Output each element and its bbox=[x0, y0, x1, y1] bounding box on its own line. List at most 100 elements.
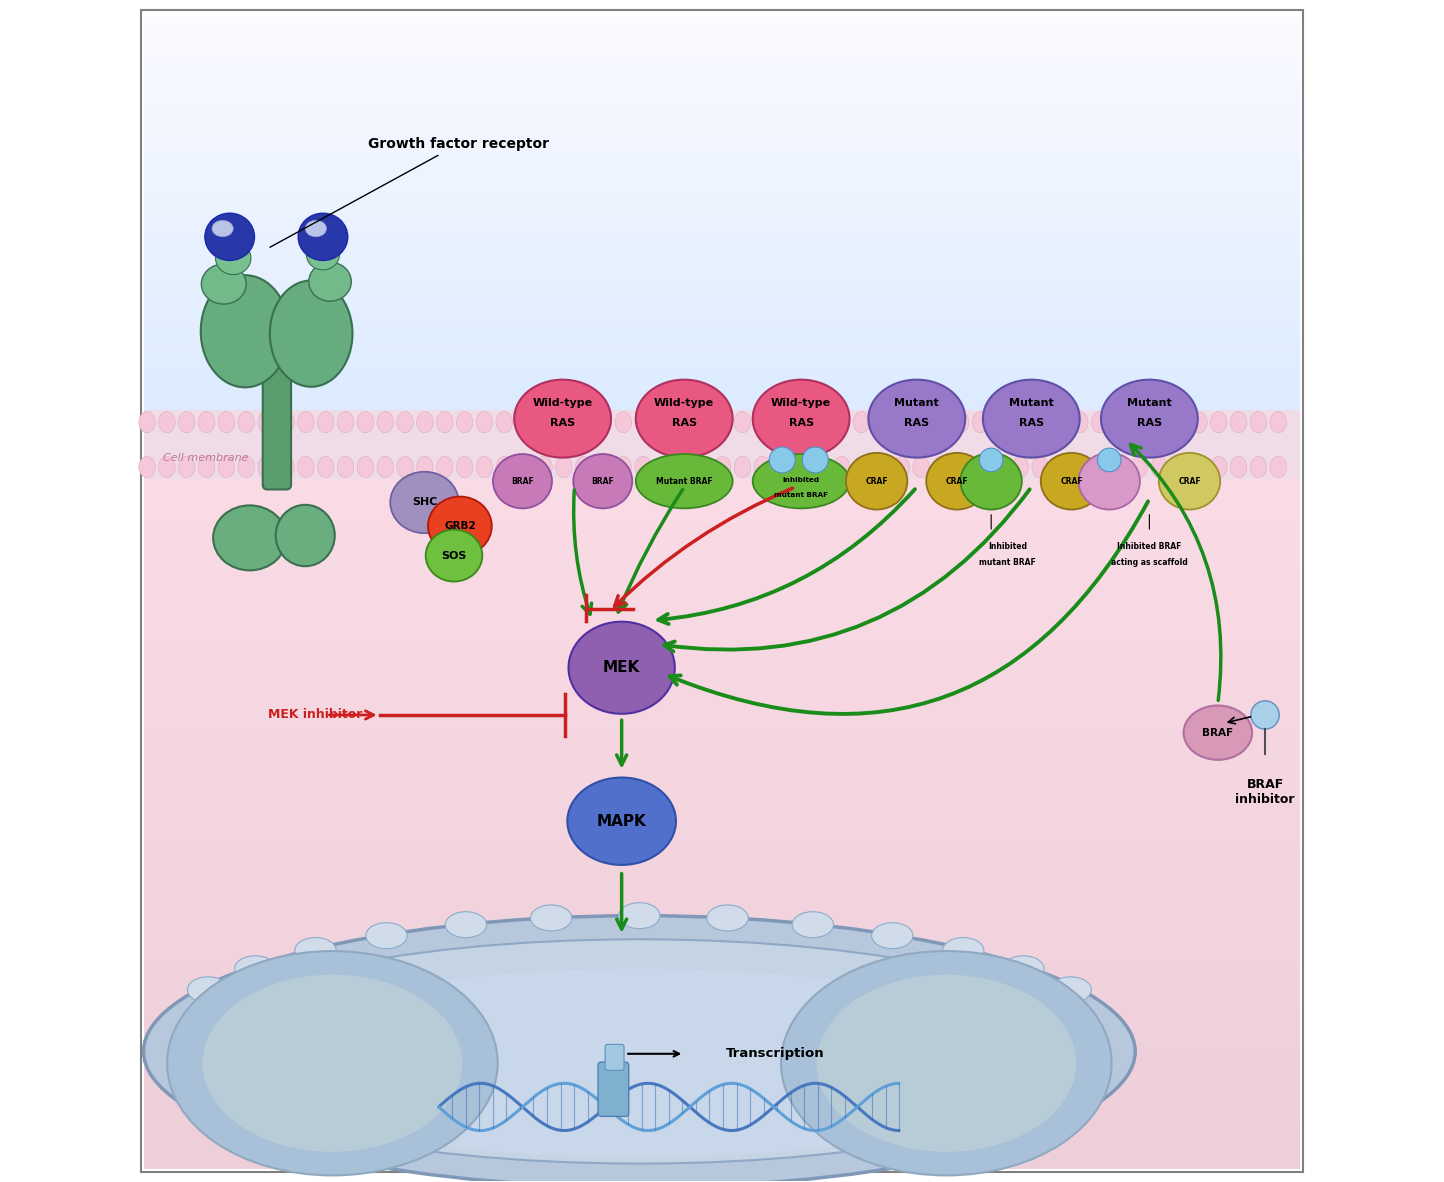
Ellipse shape bbox=[297, 456, 315, 478]
Ellipse shape bbox=[417, 456, 433, 478]
Ellipse shape bbox=[734, 411, 751, 433]
Text: Wild-type: Wild-type bbox=[654, 398, 715, 408]
Bar bbox=[143, 164, 1301, 175]
Text: CRAF: CRAF bbox=[1178, 476, 1201, 486]
Ellipse shape bbox=[456, 456, 472, 478]
Bar bbox=[143, 272, 1301, 282]
Ellipse shape bbox=[456, 411, 472, 433]
Bar bbox=[143, 708, 1301, 732]
Bar bbox=[143, 311, 1301, 323]
Ellipse shape bbox=[258, 411, 274, 433]
Ellipse shape bbox=[595, 411, 612, 433]
Bar bbox=[143, 1145, 1301, 1169]
Ellipse shape bbox=[979, 448, 1004, 472]
Bar bbox=[143, 1122, 1301, 1147]
Text: Mutant: Mutant bbox=[1009, 398, 1054, 408]
Ellipse shape bbox=[618, 903, 660, 929]
Ellipse shape bbox=[752, 454, 849, 508]
Ellipse shape bbox=[297, 213, 348, 260]
Bar bbox=[143, 301, 1301, 312]
Ellipse shape bbox=[445, 911, 487, 937]
Ellipse shape bbox=[1171, 411, 1187, 433]
Ellipse shape bbox=[695, 411, 710, 433]
Text: Wild-type: Wild-type bbox=[771, 398, 832, 408]
Bar bbox=[143, 223, 1301, 234]
Ellipse shape bbox=[654, 456, 671, 478]
Text: CRAF: CRAF bbox=[1060, 476, 1083, 486]
Bar bbox=[143, 253, 1301, 264]
Ellipse shape bbox=[1012, 456, 1028, 478]
Ellipse shape bbox=[1271, 456, 1287, 478]
Ellipse shape bbox=[143, 916, 1135, 1182]
Ellipse shape bbox=[516, 411, 533, 433]
Bar bbox=[143, 27, 1301, 38]
Bar bbox=[143, 400, 1301, 410]
Ellipse shape bbox=[497, 411, 513, 433]
Bar bbox=[143, 57, 1301, 67]
Text: Cell membrane: Cell membrane bbox=[163, 453, 248, 462]
Ellipse shape bbox=[235, 956, 276, 982]
Bar bbox=[143, 233, 1301, 243]
Bar bbox=[143, 915, 1301, 940]
Ellipse shape bbox=[159, 456, 175, 478]
Text: CRAF: CRAF bbox=[946, 476, 969, 486]
Ellipse shape bbox=[318, 456, 334, 478]
Bar bbox=[143, 478, 1301, 502]
Bar bbox=[143, 262, 1301, 273]
Text: acting as scaffold: acting as scaffold bbox=[1110, 558, 1188, 567]
Ellipse shape bbox=[1251, 701, 1279, 729]
FancyBboxPatch shape bbox=[142, 11, 1302, 1171]
Bar bbox=[143, 213, 1301, 225]
Ellipse shape bbox=[1160, 453, 1220, 509]
Ellipse shape bbox=[295, 937, 336, 963]
Bar bbox=[143, 242, 1301, 254]
Ellipse shape bbox=[536, 411, 552, 433]
Text: mutant BRAF: mutant BRAF bbox=[979, 558, 1037, 567]
Ellipse shape bbox=[833, 411, 851, 433]
Bar bbox=[143, 155, 1301, 165]
Text: Wild-type: Wild-type bbox=[533, 398, 592, 408]
Ellipse shape bbox=[179, 456, 195, 478]
Ellipse shape bbox=[201, 275, 289, 388]
Ellipse shape bbox=[654, 411, 671, 433]
Ellipse shape bbox=[1071, 456, 1089, 478]
Bar bbox=[143, 777, 1301, 801]
Bar bbox=[143, 892, 1301, 916]
Ellipse shape bbox=[198, 456, 215, 478]
Ellipse shape bbox=[953, 411, 969, 433]
Ellipse shape bbox=[1191, 411, 1207, 433]
Bar bbox=[143, 76, 1301, 87]
Ellipse shape bbox=[793, 911, 833, 937]
Ellipse shape bbox=[238, 411, 254, 433]
Ellipse shape bbox=[1131, 456, 1148, 478]
Ellipse shape bbox=[734, 456, 751, 478]
Ellipse shape bbox=[573, 454, 632, 508]
Text: RAS: RAS bbox=[671, 418, 697, 428]
Bar bbox=[143, 662, 1301, 686]
Ellipse shape bbox=[595, 456, 612, 478]
Bar bbox=[143, 184, 1301, 195]
Ellipse shape bbox=[365, 923, 407, 949]
Ellipse shape bbox=[983, 379, 1080, 457]
Bar bbox=[143, 125, 1301, 136]
Ellipse shape bbox=[179, 411, 195, 433]
Bar bbox=[143, 46, 1301, 58]
Ellipse shape bbox=[218, 411, 235, 433]
Bar bbox=[143, 370, 1301, 381]
Ellipse shape bbox=[1151, 411, 1168, 433]
Text: MEK inhibitor: MEK inhibitor bbox=[267, 708, 362, 721]
FancyBboxPatch shape bbox=[263, 350, 292, 489]
Bar bbox=[143, 203, 1301, 214]
Bar bbox=[143, 501, 1301, 525]
FancyBboxPatch shape bbox=[598, 1063, 628, 1116]
Ellipse shape bbox=[972, 411, 989, 433]
Bar bbox=[143, 1099, 1301, 1123]
Bar bbox=[143, 115, 1301, 126]
Text: CRAF: CRAF bbox=[865, 476, 888, 486]
Ellipse shape bbox=[297, 411, 315, 433]
Text: SOS: SOS bbox=[442, 551, 466, 560]
Ellipse shape bbox=[715, 411, 731, 433]
Ellipse shape bbox=[1191, 456, 1207, 478]
Ellipse shape bbox=[635, 379, 732, 457]
Text: BRAF: BRAF bbox=[1203, 728, 1233, 738]
